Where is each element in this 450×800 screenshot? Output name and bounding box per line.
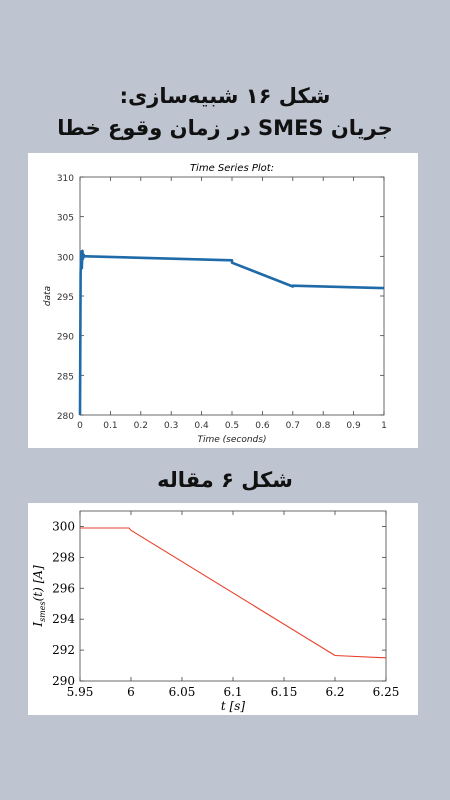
y-tick-label: 300 <box>57 253 74 263</box>
y-tick-label: 294 <box>52 612 75 626</box>
x-axis-label: Time (seconds) <box>198 435 267 445</box>
x-tick-label: 0 <box>77 421 83 431</box>
series-line-1 <box>80 527 387 659</box>
x-tick-label: 6.2 <box>325 685 344 699</box>
simulation-chart-panel: 0 0.1 0.2 0.3 0.4 0.5 0.6 0.7 0.8 0.9 1 280 285 290 29… <box>28 153 418 448</box>
x-axis-label: t [s] <box>221 699 245 713</box>
paper-chart-panel: 5.95 6 6.05 6.1 6.15 6.2 6.25 290 292 294 296 298 30… <box>28 503 418 715</box>
y-tick-label: 285 <box>57 372 74 382</box>
y-axis-label-main: I <box>31 622 45 628</box>
x-tick-label: 1 <box>381 421 387 431</box>
series-line-1 <box>78 249 385 416</box>
y-axis-label: Ismes(t) [A] <box>31 565 47 628</box>
y-tick-label: 290 <box>57 333 74 343</box>
figure-16-subtitle: جریان SMES در زمان وقوع خطا <box>57 116 393 140</box>
x-tick-label: 6.1 <box>223 685 242 699</box>
simulation-chart: 0 0.1 0.2 0.3 0.4 0.5 0.6 0.7 0.8 0.9 1 280 285 290 29… <box>43 163 387 445</box>
y-tick-label: 298 <box>52 550 75 564</box>
x-tick-label: 0.6 <box>255 421 270 431</box>
x-tick-label: 0.8 <box>316 421 331 431</box>
x-tick-label: 0.1 <box>103 421 117 431</box>
y-tick-label: 280 <box>57 412 74 422</box>
y-axis-label: data <box>43 286 53 306</box>
x-tick-label: 6 <box>127 685 135 699</box>
figure-16-title: شکل ۱۶ شبیه‌سازی: <box>119 84 331 108</box>
y-tick-label: 310 <box>57 174 74 184</box>
y-tick-label: 292 <box>52 643 75 657</box>
y-axis-label-subscript: smes <box>38 601 47 622</box>
paper-chart: 5.95 6 6.05 6.1 6.15 6.2 6.25 290 292 294 296 298 30… <box>31 510 400 713</box>
y-axis-label-rest: (t) [A] <box>31 565 45 601</box>
x-tick-label: 0.9 <box>346 421 361 431</box>
plot-area-frame <box>79 176 385 416</box>
x-tick-label: 6.15 <box>271 685 298 699</box>
y-tick-label: 300 <box>52 519 75 533</box>
y-tick-label: 305 <box>57 214 74 224</box>
x-tick-label: 0.4 <box>194 421 209 431</box>
chart-title: Time Series Plot: <box>190 163 274 174</box>
x-tick-label: 6.05 <box>169 685 196 699</box>
x-tick-label: 0.7 <box>286 421 300 431</box>
y-tick-label: 296 <box>52 581 75 595</box>
y-tick-label: 295 <box>57 293 74 303</box>
x-tick-label: 0.5 <box>225 421 239 431</box>
x-tick-label: 6.25 <box>373 685 400 699</box>
x-tick-label: 0.3 <box>164 421 178 431</box>
x-tick-label: 0.2 <box>134 421 148 431</box>
y-tick-label: 290 <box>52 674 75 688</box>
x-tick-label: 5.95 <box>67 685 94 699</box>
figure-6-title: شکل ۶ مقاله <box>157 468 293 492</box>
